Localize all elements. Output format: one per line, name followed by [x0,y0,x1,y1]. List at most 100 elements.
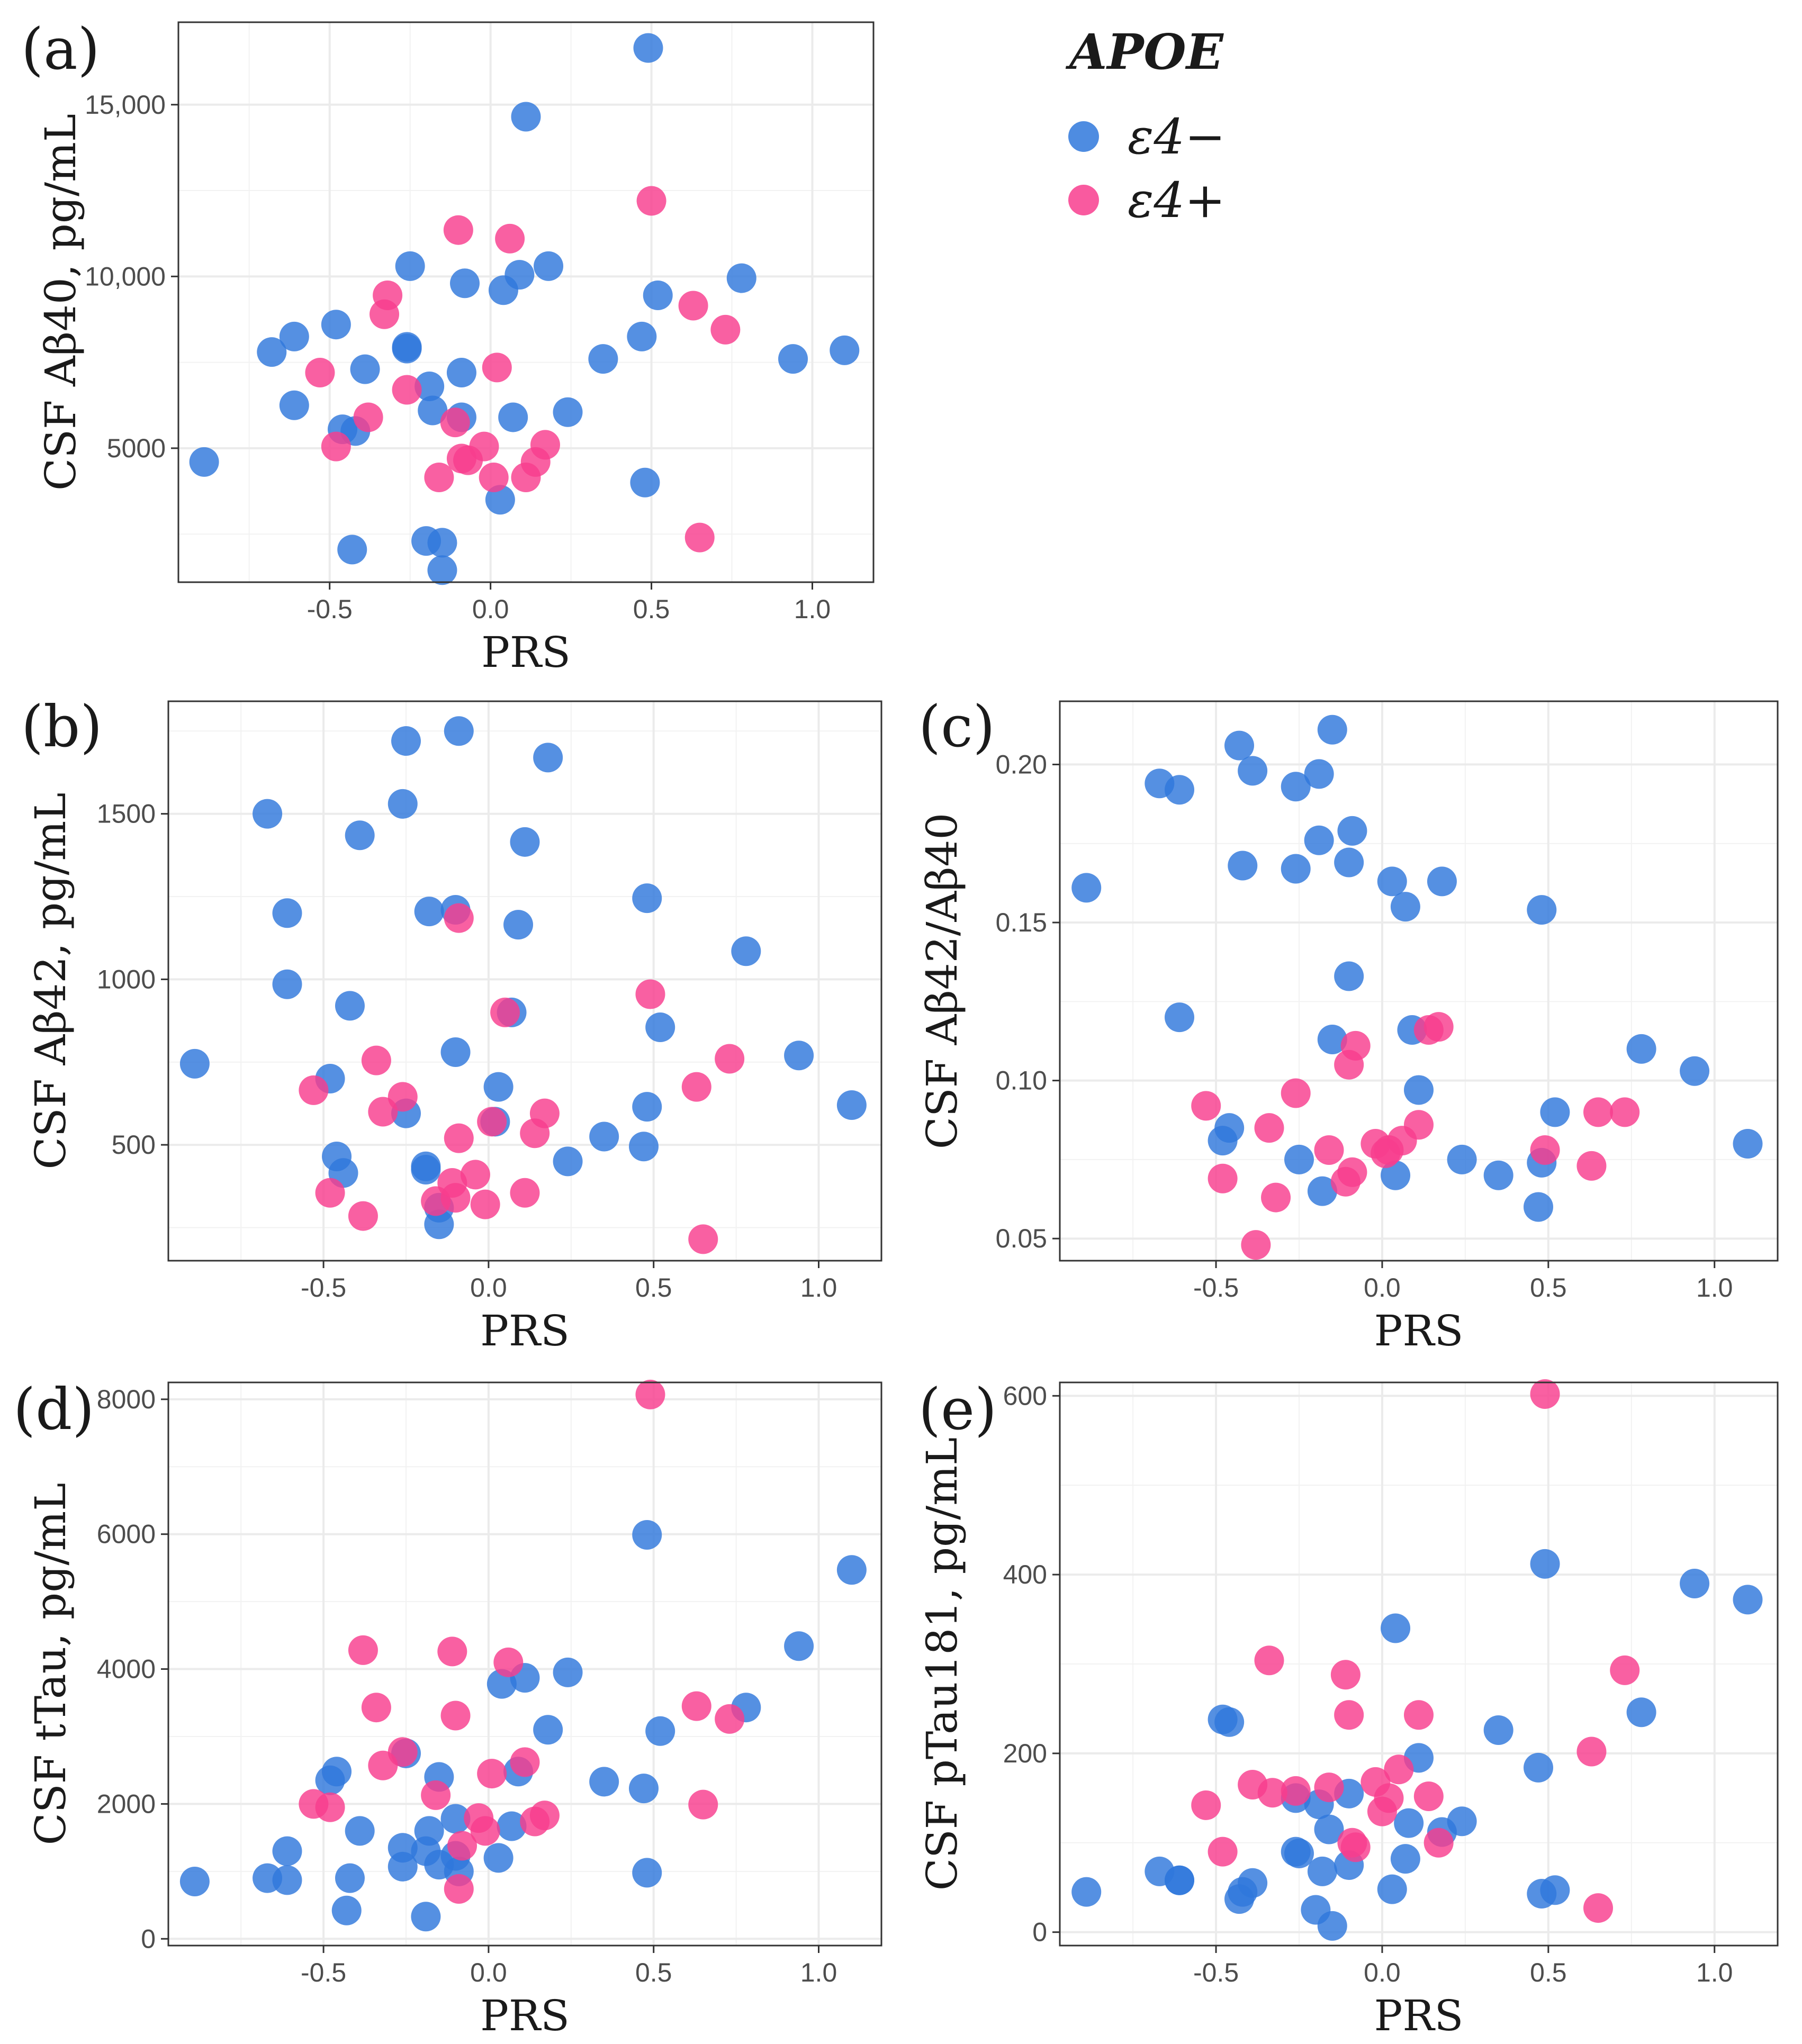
data-point [1427,866,1457,897]
data-point [477,1107,507,1137]
data-point [629,1774,659,1804]
y-axis-title: CSF Aβ42/Aβ40 [917,813,967,1150]
data-point [1304,759,1334,789]
series-e4-positive [305,186,741,553]
data-point [361,1693,391,1723]
data-point [553,1146,583,1177]
data-point [1381,1160,1411,1190]
data-point [643,281,673,311]
data-point [510,1747,540,1777]
data-point [1527,895,1557,925]
data-point [1238,756,1268,786]
data-point [279,390,309,420]
x-tick-label: 0.0 [1364,1273,1401,1303]
plot-border [1059,700,1779,1262]
data-point [1071,1877,1102,1907]
data-point [470,1816,500,1846]
x-tick-label: 1.0 [800,1273,837,1303]
data-point [681,1691,711,1721]
panel-label: (d) [13,1377,94,1443]
data-point [443,215,473,245]
data-point [1423,1012,1454,1042]
data-point [493,1647,524,1677]
y-tick-label: 0 [1032,1918,1047,1947]
x-tick-label: 0.0 [1364,1958,1401,1987]
data-point [1733,1585,1763,1615]
data-point [1447,1144,1477,1174]
data-point [427,528,457,558]
data-point [511,102,541,132]
series-e4-positive [299,1379,745,1904]
data-point [553,1657,583,1687]
x-tick-label: -0.5 [307,594,353,624]
data-point [388,1737,418,1767]
x-tick-label: 0.0 [472,594,509,624]
y-axis-title: CSF Aβ42, pg/mL [26,793,75,1170]
data-point [1330,1660,1360,1690]
data-point [715,1704,745,1734]
y-tick-label: 10,000 [85,261,166,291]
y-tick-label: 4000 [97,1654,156,1684]
data-point [1576,1737,1607,1767]
data-point [1404,1075,1434,1105]
series-e4-negative [1071,715,1763,1222]
data-point [444,716,474,746]
data-point [446,358,476,388]
data-point [503,910,534,940]
y-tick-label: 6000 [97,1520,156,1549]
data-point [629,1132,659,1162]
data-point [1483,1160,1513,1190]
data-point [495,223,525,254]
data-point [504,260,535,290]
data-point [1626,1034,1656,1064]
data-point [335,991,365,1021]
data-point [395,251,425,281]
data-point [331,1895,362,1925]
data-point [1307,1176,1337,1206]
data-point [411,1902,441,1932]
data-point [444,903,474,933]
data-point [1257,1778,1287,1808]
panel-label: (b) [21,694,102,760]
data-point [726,263,756,293]
data-point [1404,1110,1434,1140]
data-point [632,1858,662,1888]
data-point [1626,1697,1656,1728]
data-point [272,1865,302,1895]
data-point [1165,775,1194,805]
data-point [632,883,662,914]
data-point [305,358,335,388]
data-point [424,463,454,493]
panel-label: (e) [918,1377,997,1443]
x-tick-label: -0.5 [301,1273,346,1303]
x-tick-label: 1.0 [1696,1273,1733,1303]
data-point [635,1379,665,1409]
plot-border [177,21,875,583]
legend-marker-e4-negative [1068,121,1099,152]
data-point [450,268,480,299]
data-point [1228,851,1258,881]
data-point [415,372,445,402]
data-point [715,1044,745,1074]
data-point [836,1090,867,1120]
x-tick-label: 0.5 [633,594,670,624]
data-point [533,1715,563,1745]
data-point [335,1863,365,1893]
y-tick-label: 600 [1003,1381,1047,1410]
data-point [1317,1024,1347,1054]
data-point [633,33,663,63]
data-point [1224,730,1254,761]
data-point [1530,1379,1560,1409]
data-point [1576,1151,1607,1181]
data-point [1191,1091,1221,1121]
legend: APOE ε4− ε4+ [1065,23,1226,229]
data-point [1390,1844,1420,1874]
data-point [490,997,520,1027]
data-point [1423,1828,1454,1858]
data-point [444,1123,474,1153]
series-e4-negative [179,1520,867,1932]
y-tick-label: 1000 [97,964,156,994]
data-point [1281,1776,1311,1806]
plot-border [167,1381,882,1947]
